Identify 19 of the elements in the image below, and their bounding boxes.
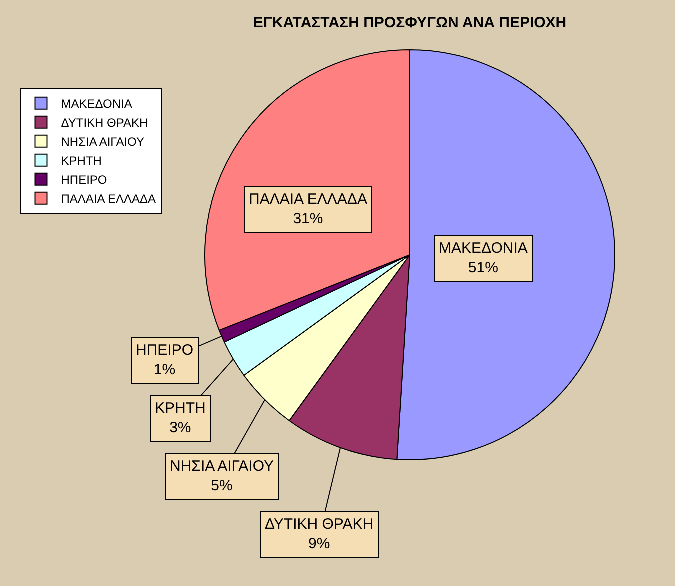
- data-label: 51%: [468, 260, 498, 276]
- chart-title: ΕΓΚΑΤΑΣΤΑΣΗ ΠΡΟΣΦΥΓΩΝ ΑΝΑ ΠΕΡΙΟΧΗ: [253, 14, 567, 32]
- slice-label: ΠΑΛΑΙΑ ΕΛΛΑΔΑ: [249, 191, 368, 208]
- data-label: 3%: [170, 420, 192, 436]
- slice-label: ΗΠΕΙΡΟ: [136, 342, 194, 359]
- legend-label: ΚΡΗΤΗ: [61, 154, 102, 168]
- data-label: 31%: [293, 210, 324, 228]
- slice-label: ΝΗΣΙΑ ΑΙΓΑΙΟΥ: [170, 458, 274, 475]
- slice-label: ΔΥΤΙΚΗ ΘΡΑΚΗ: [265, 516, 374, 533]
- legend-label: ΝΗΣΙΑ ΑΙΓΑΙΟΥ: [61, 135, 144, 150]
- legend-label: ΗΠΕΙΡΟ: [61, 173, 108, 188]
- slice-label: ΚΡΗΤΗ: [155, 400, 206, 417]
- data-label: 5%: [211, 478, 233, 494]
- data-label: 9%: [308, 536, 330, 552]
- legend-label: ΜΑΚΕΔΟΝΙΑ: [61, 97, 132, 112]
- slice-label: ΜΑΚΕΔΟΝΙΑ: [439, 240, 528, 257]
- legend-label: ΔΥΤΙΚΗ ΘΡΑΚΗ: [61, 116, 148, 130]
- legend-label: ΠΑΛΑΙΑ ΕΛΛΑΔΑ: [61, 192, 156, 206]
- data-label: 1%: [154, 362, 176, 378]
